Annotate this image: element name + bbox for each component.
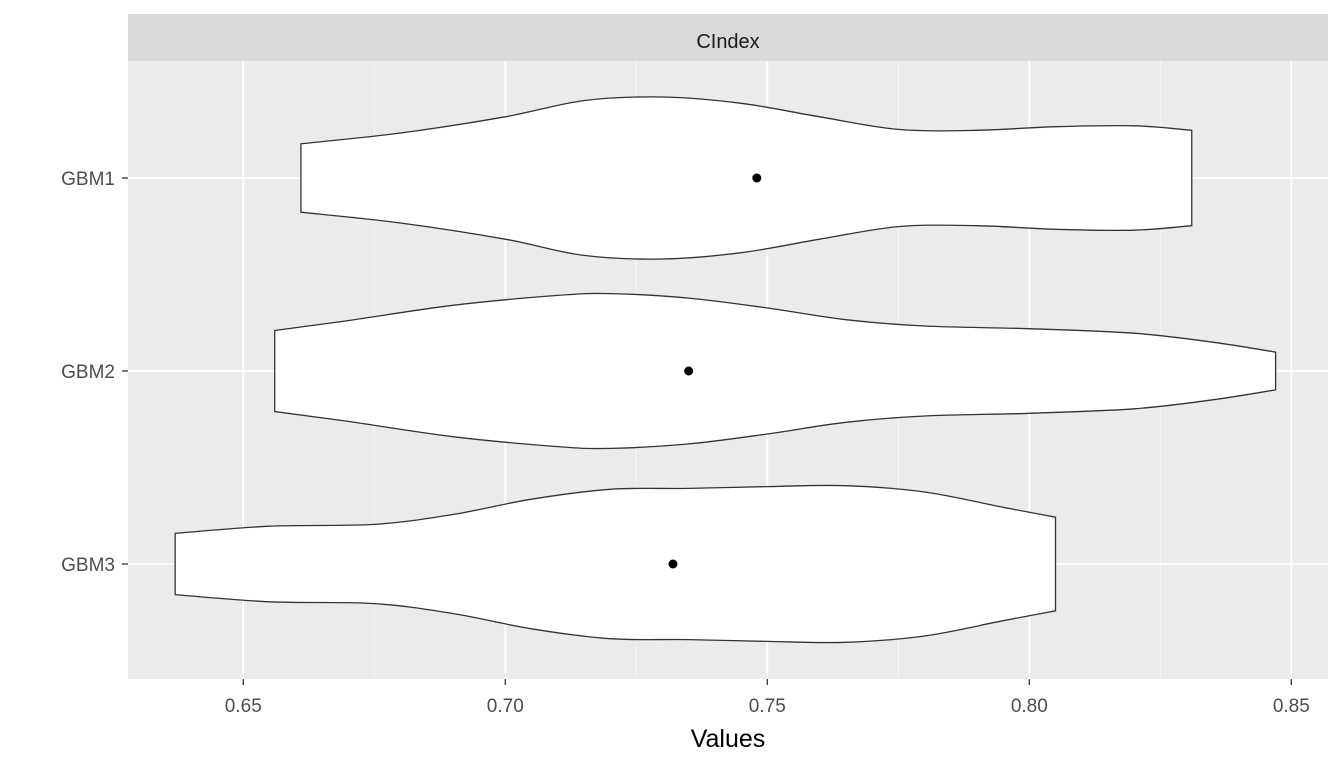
- x-tick-label: 0.65: [225, 696, 262, 717]
- violin-gbm3: [174, 484, 1057, 644]
- x-axis: 0.65 0.70 0.75 0.80 0.85: [225, 679, 1310, 717]
- x-tick-label: 0.80: [1011, 696, 1048, 717]
- x-tick-label: 0.85: [1273, 696, 1310, 717]
- mean-point-gbm2: [684, 366, 694, 376]
- x-tick-label: 0.70: [487, 696, 524, 717]
- y-tick-label: GBM1: [61, 169, 115, 190]
- violins: [174, 96, 1277, 644]
- y-axis: GBM1 GBM2 GBM3: [61, 169, 128, 576]
- x-tick-label: 0.75: [749, 696, 786, 717]
- y-tick-label: GBM2: [61, 362, 115, 383]
- violin-gbm1: [300, 96, 1193, 260]
- mean-points: [668, 173, 762, 569]
- mean-point-gbm1: [752, 173, 762, 183]
- violin-gbm2: [274, 292, 1277, 450]
- facet-strip: [128, 14, 1328, 61]
- x-axis-title: Values: [691, 725, 766, 753]
- mean-point-gbm3: [668, 559, 678, 569]
- facet-strip-label: CIndex: [696, 31, 759, 53]
- y-tick-label: GBM3: [61, 555, 115, 576]
